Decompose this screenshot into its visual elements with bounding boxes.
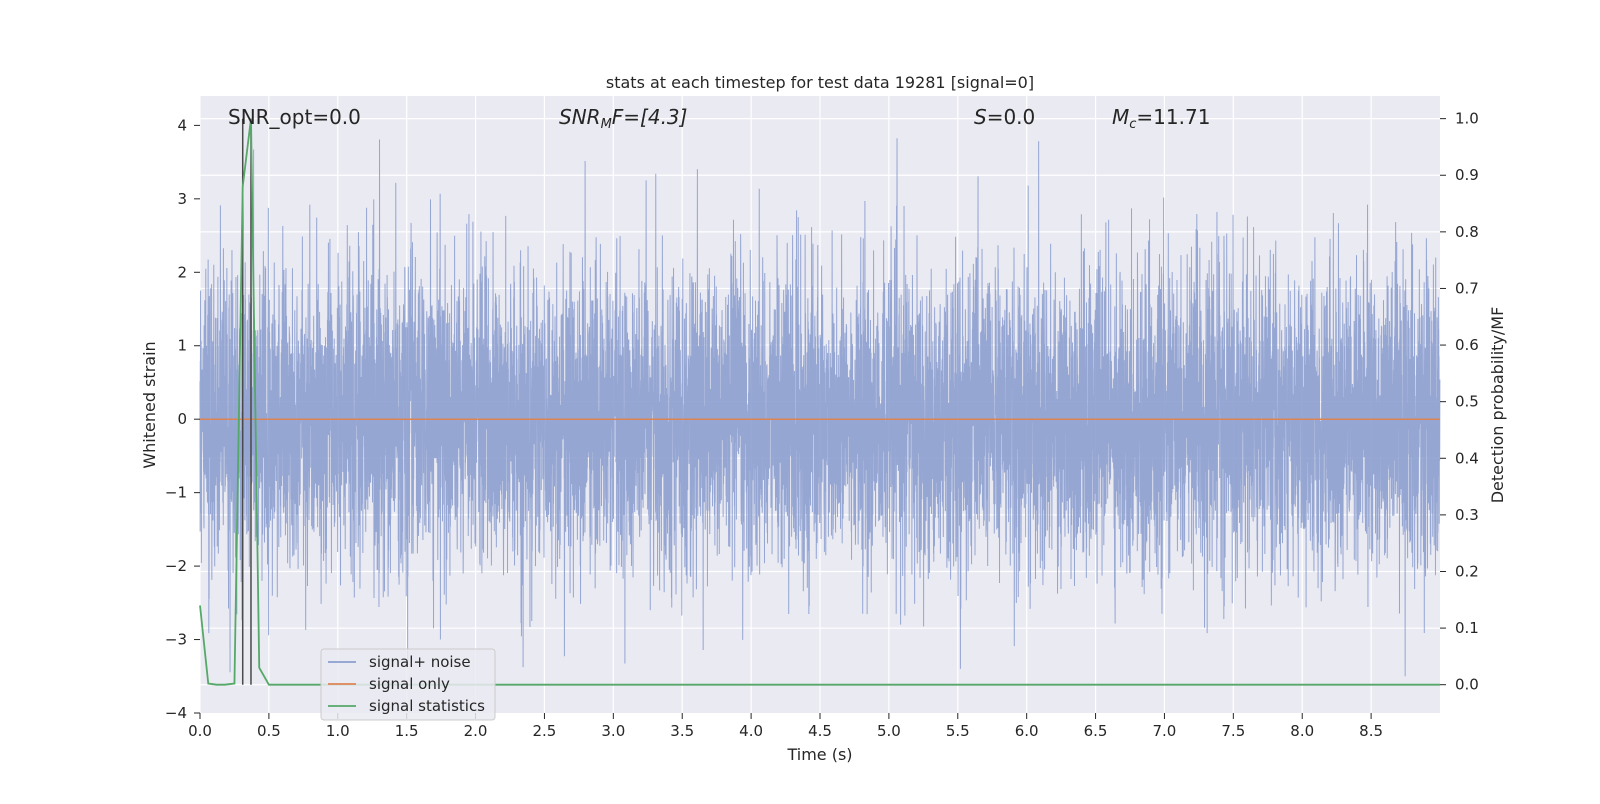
annotation-mc-sub: c	[1129, 117, 1136, 132]
x-tick-label: 1.0	[326, 722, 350, 740]
annotation-snr-mf-sub: M	[601, 117, 612, 132]
x-tick-label: 0.0	[188, 722, 212, 740]
x-tick-label: 7.5	[1221, 722, 1245, 740]
y-right-tick-label: 0.8	[1455, 223, 1479, 241]
chart-title: stats at each timestep for test data 192…	[606, 73, 1034, 92]
x-tick-label: 8.0	[1290, 722, 1314, 740]
annotation-s-var: S	[974, 105, 987, 129]
x-tick-label: 3.5	[670, 722, 694, 740]
annotation-s: S=0.0	[974, 105, 1035, 129]
x-tick-label: 4.0	[739, 722, 763, 740]
y-right-tick-label: 1.0	[1455, 110, 1479, 128]
x-tick-label: 0.5	[257, 722, 281, 740]
annotation-snr-opt: SNR_opt=0.0	[228, 105, 361, 129]
y-right-tick-label: 0.7	[1455, 279, 1479, 297]
annotation-s-rest: =0.0	[987, 105, 1036, 129]
series-signal-plus-noise	[199, 138, 1441, 677]
x-tick-label: 6.5	[1084, 722, 1108, 740]
x-tick-label: 6.0	[1015, 722, 1039, 740]
x-axis-label: Time (s)	[786, 745, 852, 764]
series-signal-statistics	[199, 118, 1440, 686]
y-tick-label: 4	[177, 116, 187, 134]
y-right-tick-label: 0.0	[1455, 676, 1479, 694]
x-tick-label: 5.5	[946, 722, 970, 740]
legend-box	[320, 648, 496, 721]
x-tick-label: 1.5	[395, 722, 419, 740]
y-right-tick-label: 0.6	[1455, 336, 1479, 354]
y-tick-label: −1	[165, 484, 187, 502]
y-right-tick-label: 0.3	[1455, 506, 1479, 524]
y-right-axis-label: Detection probability/MF	[1488, 307, 1507, 504]
annotation-snr-mf: SNRMF=[4.3]	[559, 105, 687, 132]
y-right-tick-label: 0.2	[1455, 562, 1479, 580]
x-tick-label: 3.0	[601, 722, 625, 740]
y-tick-label: −4	[165, 704, 187, 722]
x-tick-label: 8.5	[1359, 722, 1383, 740]
x-tick-label: 2.5	[533, 722, 557, 740]
annotation-mc-rest: =11.71	[1136, 105, 1210, 129]
legend-label-signal-statistics: signal statistics	[369, 697, 485, 715]
y-right-tick-label: 0.5	[1455, 393, 1479, 411]
annotation-mc-main: M	[1112, 105, 1129, 129]
y-tick-label: −3	[165, 631, 187, 649]
x-tick-label: 7.0	[1153, 722, 1177, 740]
x-tick-label: 5.0	[877, 722, 901, 740]
y-tick-label: 2	[177, 263, 187, 281]
y-tick-label: 0	[177, 410, 187, 428]
annotation-snr-mf-rest: F=[4.3]	[612, 105, 688, 129]
y-tick-label: −2	[165, 557, 187, 575]
x-tick-labels: 0.0 0.5 1.0 1.5 2.0 2.5 3.0 3.5 4.0 4.5 5.0 5.5 6.0 6…	[188, 713, 1383, 740]
y-right-tick-labels: 1.0 0.9 0.8 0.7 0.6 0.5 0.4 0.3 0.2 0.1 0.0	[1440, 110, 1479, 694]
x-tick-label: 4.5	[808, 722, 832, 740]
legend-label-signal-only: signal only	[369, 675, 450, 693]
legend-label-signal-plus-noise: signal+ noise	[369, 653, 471, 671]
legend: signal+ noise signal only signal statist…	[320, 648, 496, 721]
y-tick-label: 3	[177, 190, 187, 208]
y-tick-labels: 4 3 2 1 0 −1 −2 −3 −4	[165, 116, 200, 722]
x-tick-label: 2.0	[464, 722, 488, 740]
y-right-tick-label: 0.9	[1455, 166, 1479, 184]
y-right-tick-label: 0.1	[1455, 619, 1479, 637]
annotation-mc: Mc=11.71	[1112, 105, 1210, 132]
y-right-tick-label: 0.4	[1455, 449, 1479, 467]
y-tick-label: 1	[177, 337, 187, 355]
y-axis-label: Whitened strain	[140, 341, 159, 468]
annotation-snr-mf-main: SNR	[559, 105, 601, 129]
